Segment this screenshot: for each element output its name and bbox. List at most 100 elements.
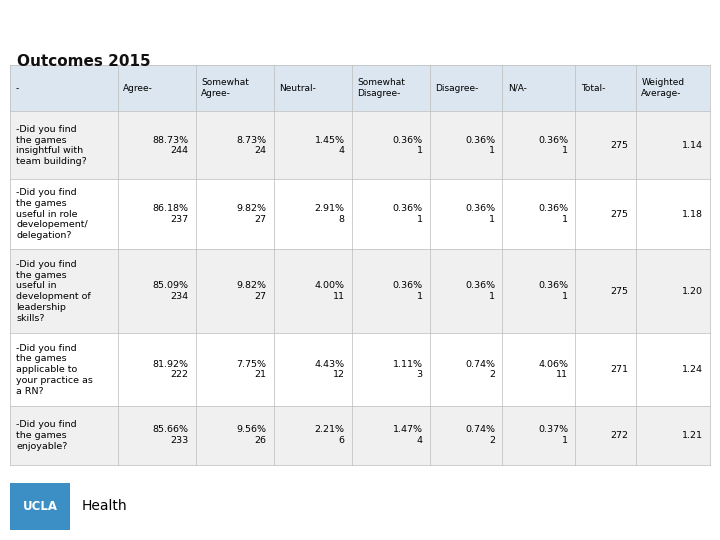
Text: UCLA: UCLA (22, 500, 58, 513)
Text: Outcomes 2015: Outcomes 2015 (17, 55, 150, 70)
Text: 1.21: 1.21 (682, 431, 703, 440)
Bar (503, 406, 575, 465)
Text: -Did you find
the games
applicable to
your practice as
a RN?: -Did you find the games applicable to yo… (17, 343, 93, 395)
Bar (351, 406, 430, 465)
Text: 275: 275 (611, 287, 629, 296)
Text: 88.73%
244: 88.73% 244 (153, 136, 189, 156)
Bar (10, 111, 118, 179)
Bar (118, 179, 196, 249)
Text: 7.75%
21: 7.75% 21 (237, 360, 266, 380)
Text: 1.11%
3: 1.11% 3 (392, 360, 423, 380)
Bar (351, 179, 430, 249)
Text: Agree-: Agree- (123, 84, 153, 93)
Text: 0.36%
1: 0.36% 1 (392, 281, 423, 301)
Bar (118, 65, 196, 111)
Text: 0.36%
1: 0.36% 1 (465, 204, 495, 224)
Text: 2.91%
8: 2.91% 8 (315, 204, 345, 224)
Bar (118, 249, 196, 333)
Bar (503, 65, 575, 111)
Bar (196, 406, 274, 465)
Text: 0.36%
1: 0.36% 1 (538, 204, 568, 224)
Bar (636, 406, 710, 465)
Text: 81.92%
222: 81.92% 222 (153, 360, 189, 380)
Text: Somewhat
Agree-: Somewhat Agree- (202, 78, 249, 98)
Bar (503, 111, 575, 179)
Bar (575, 65, 636, 111)
Text: 4.43%
12: 4.43% 12 (315, 360, 345, 380)
Text: Total-: Total- (581, 84, 606, 93)
Bar (636, 179, 710, 249)
Bar (10, 65, 118, 111)
Bar (351, 333, 430, 406)
Bar (118, 406, 196, 465)
Text: 0.37%
1: 0.37% 1 (538, 426, 568, 445)
Text: 85.09%
234: 85.09% 234 (153, 281, 189, 301)
Text: 271: 271 (611, 365, 629, 374)
Text: 0.36%
1: 0.36% 1 (465, 136, 495, 156)
Text: 1.20: 1.20 (682, 287, 703, 296)
Bar (118, 333, 196, 406)
Bar (430, 333, 503, 406)
Bar (274, 249, 351, 333)
Bar (196, 333, 274, 406)
Bar (196, 65, 274, 111)
Bar (430, 406, 503, 465)
Text: 0.74%
2: 0.74% 2 (465, 360, 495, 380)
Bar (274, 406, 351, 465)
Bar (10, 406, 118, 465)
Text: 275: 275 (611, 141, 629, 150)
Text: 2.21%
6: 2.21% 6 (315, 426, 345, 445)
Text: 1.47%
4: 1.47% 4 (392, 426, 423, 445)
Bar (636, 333, 710, 406)
Bar (636, 65, 710, 111)
Text: 0.36%
1: 0.36% 1 (392, 204, 423, 224)
Bar (636, 111, 710, 179)
Text: 85.66%
233: 85.66% 233 (153, 426, 189, 445)
Text: 275: 275 (611, 210, 629, 219)
Bar (430, 249, 503, 333)
Bar (351, 65, 430, 111)
Text: 9.82%
27: 9.82% 27 (237, 204, 266, 224)
Bar (575, 406, 636, 465)
Text: Somewhat
Disagree-: Somewhat Disagree- (357, 78, 405, 98)
Text: Weighted
Average-: Weighted Average- (642, 78, 685, 98)
Text: 1.45%
4: 1.45% 4 (315, 136, 345, 156)
Bar (430, 65, 503, 111)
Text: 0.36%
1: 0.36% 1 (538, 136, 568, 156)
Text: Disagree-: Disagree- (435, 84, 479, 93)
Bar (575, 111, 636, 179)
Text: Health: Health (82, 500, 127, 514)
Text: -Did you find
the games
useful in
development of
leadership
skills?: -Did you find the games useful in develo… (17, 260, 91, 322)
Bar (10, 179, 118, 249)
Text: N/A-: N/A- (508, 84, 527, 93)
Text: 1.24: 1.24 (682, 365, 703, 374)
Text: -: - (16, 84, 19, 93)
Text: Neutral-: Neutral- (279, 84, 316, 93)
Bar (196, 111, 274, 179)
Text: 4.00%
11: 4.00% 11 (315, 281, 345, 301)
Bar (636, 249, 710, 333)
Bar (351, 249, 430, 333)
Text: 4.06%
11: 4.06% 11 (539, 360, 568, 380)
Bar (503, 249, 575, 333)
Bar (274, 111, 351, 179)
Text: 0.74%
2: 0.74% 2 (465, 426, 495, 445)
Text: 86.18%
237: 86.18% 237 (153, 204, 189, 224)
Text: 272: 272 (611, 431, 629, 440)
Bar (430, 179, 503, 249)
Bar (351, 111, 430, 179)
Text: 0.36%
1: 0.36% 1 (538, 281, 568, 301)
Text: 8.73%
24: 8.73% 24 (237, 136, 266, 156)
Text: -Did you find
the games
useful in role
developement/
delegation?: -Did you find the games useful in role d… (17, 188, 88, 240)
Bar (503, 179, 575, 249)
Bar (575, 333, 636, 406)
Text: -Did you find
the games
enjoyable?: -Did you find the games enjoyable? (17, 420, 77, 450)
Bar (575, 249, 636, 333)
Bar (274, 65, 351, 111)
Bar (118, 111, 196, 179)
Bar (274, 179, 351, 249)
Text: 9.56%
26: 9.56% 26 (237, 426, 266, 445)
Text: -Did you find
the games
insightful with
team building?: -Did you find the games insightful with … (17, 125, 87, 166)
Text: 1.18: 1.18 (682, 210, 703, 219)
Bar (10, 249, 118, 333)
